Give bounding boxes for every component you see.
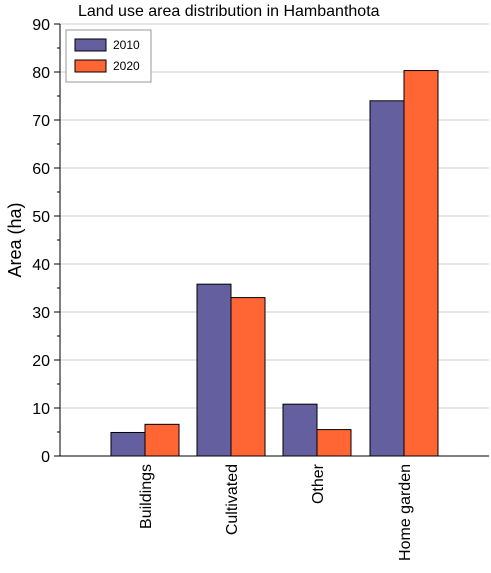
bar-2020-other (316, 429, 352, 457)
legend-label-2010: 2010 (113, 38, 140, 52)
y-tick-label: 40 (32, 257, 50, 274)
y-tick-label: 30 (32, 305, 50, 322)
chart-title: Land use area distribution in Hambanthot… (78, 3, 380, 20)
x-tick-label: Buildings (138, 464, 155, 529)
y-tick-label: 80 (32, 65, 50, 82)
legend-label-2020: 2020 (113, 59, 140, 73)
bar-2010-other (282, 403, 318, 457)
y-axis-ticks: 0 10 20 30 40 50 60 70 80 90 (32, 17, 60, 466)
y-tick-label: 70 (32, 113, 50, 130)
bar-2010-cultivated (196, 283, 232, 457)
gridlines (60, 23, 489, 409)
bar-2020-cultivated (230, 297, 266, 457)
legend-swatch-2020 (74, 59, 107, 73)
x-tick-label: Cultivated (224, 464, 241, 535)
bar-2020-home-garden (403, 70, 439, 457)
bar-2010-home-garden (369, 100, 405, 457)
bars (110, 70, 439, 457)
x-axis-ticks: Buildings Cultivated Other Home garden (138, 463, 414, 561)
legend: 2010 2020 (65, 29, 152, 83)
x-tick-label: Home garden (397, 464, 414, 561)
y-tick-label: 0 (41, 449, 50, 466)
x-tick-label: Other (310, 463, 327, 504)
y-tick-label: 20 (32, 353, 50, 370)
y-tick-label: 10 (32, 401, 50, 418)
y-tick-label: 50 (32, 209, 50, 226)
y-tick-label: 90 (32, 17, 50, 34)
bar-2010-buildings (110, 431, 146, 457)
bar-2020-buildings (144, 423, 180, 457)
y-axis-label: Area (ha) (5, 202, 25, 277)
y-tick-label: 60 (32, 161, 50, 178)
legend-swatch-2010 (74, 38, 107, 52)
